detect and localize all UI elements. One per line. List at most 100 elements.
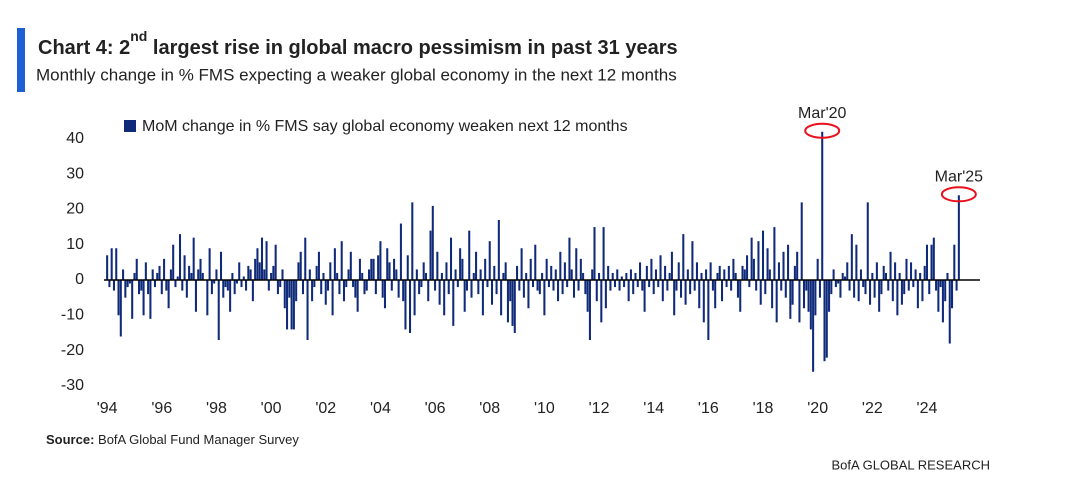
x-tick-label: '06 — [425, 400, 446, 417]
bar — [627, 280, 630, 302]
chart-title: Chart 4: 2nd largest rise in global macr… — [38, 28, 678, 60]
bar — [397, 280, 400, 298]
bar — [178, 234, 182, 281]
bar — [684, 280, 687, 305]
bar — [313, 280, 316, 288]
bar — [434, 280, 437, 291]
bar — [406, 255, 409, 281]
bar — [126, 280, 129, 288]
y-tick-label: -30 — [61, 377, 84, 394]
x-tick-label: '96 — [151, 400, 172, 417]
bar — [957, 195, 960, 281]
bar — [233, 280, 236, 295]
bar — [700, 272, 703, 281]
bar — [582, 272, 585, 281]
bar — [165, 280, 168, 291]
bar — [320, 280, 323, 295]
bar — [411, 202, 414, 281]
bar — [714, 280, 717, 309]
bar — [666, 280, 669, 291]
bar — [686, 269, 689, 281]
bar — [484, 258, 487, 281]
bar — [333, 248, 336, 281]
bar — [447, 280, 450, 295]
bar — [784, 280, 787, 298]
bar — [147, 280, 150, 295]
bar — [736, 280, 739, 298]
bar — [661, 280, 664, 302]
bar — [481, 280, 484, 316]
bar — [224, 280, 227, 288]
bar — [629, 269, 632, 281]
bar — [921, 280, 924, 302]
bar — [698, 280, 701, 309]
bar — [274, 244, 277, 281]
bar — [928, 280, 931, 295]
x-tick-label: '02 — [315, 400, 336, 417]
bar — [342, 280, 346, 302]
bar — [418, 280, 421, 295]
bar — [106, 255, 109, 281]
bar — [176, 276, 179, 281]
x-tick-label: '00 — [261, 400, 282, 417]
bar — [429, 230, 432, 281]
bar — [461, 258, 464, 281]
x-tick-label: '94 — [97, 400, 118, 417]
bar — [308, 269, 311, 281]
bar — [245, 280, 248, 291]
bar — [889, 251, 892, 281]
bar — [759, 280, 762, 305]
bar — [802, 280, 806, 309]
bar — [399, 223, 402, 281]
bar — [509, 280, 512, 302]
bar — [525, 272, 528, 281]
bar — [823, 280, 826, 362]
bar — [144, 262, 147, 281]
bar — [516, 265, 519, 281]
bar — [340, 241, 343, 281]
bar — [554, 269, 557, 281]
bar — [591, 269, 594, 281]
bar — [272, 265, 275, 281]
legend-label: MoM change in % FMS say global economy w… — [142, 118, 628, 135]
bar — [930, 244, 933, 281]
bar — [643, 280, 646, 312]
y-tick-label: 20 — [66, 201, 84, 218]
bar — [837, 280, 840, 284]
bar — [825, 280, 828, 358]
bar — [531, 280, 535, 288]
x-tick-label: '10 — [534, 400, 555, 417]
bar — [324, 280, 327, 305]
bar — [832, 269, 835, 281]
bar — [951, 280, 954, 309]
bar — [709, 262, 712, 281]
bar — [188, 265, 191, 281]
bar — [504, 262, 507, 281]
bar — [415, 269, 418, 281]
bar — [431, 205, 434, 281]
bar — [618, 280, 621, 291]
bar — [557, 280, 560, 302]
bar — [550, 265, 553, 281]
bar — [215, 269, 218, 281]
bar — [664, 265, 667, 281]
bar — [935, 280, 938, 291]
bar — [475, 251, 478, 281]
bar — [841, 272, 844, 281]
bar — [673, 280, 676, 316]
bar — [855, 244, 858, 281]
bar — [561, 280, 564, 295]
bar — [843, 276, 847, 281]
bar — [260, 237, 264, 281]
bar — [249, 269, 252, 281]
bar — [128, 280, 131, 284]
bar — [322, 272, 325, 281]
bar — [422, 262, 425, 281]
bar — [256, 248, 259, 281]
bar — [468, 230, 471, 281]
bar — [670, 251, 673, 281]
bar — [543, 280, 546, 316]
y-tick-label: 0 — [75, 271, 84, 288]
bar — [486, 280, 489, 288]
